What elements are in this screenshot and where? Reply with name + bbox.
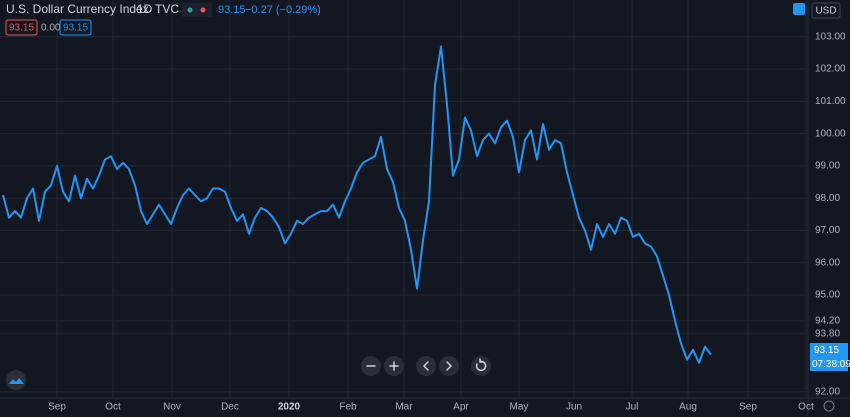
- x-tick-label: Sep: [48, 402, 66, 413]
- price-label: 93.15: [814, 345, 839, 356]
- icon: [422, 361, 429, 371]
- scroll-left[interactable]: [416, 356, 436, 376]
- icon: [475, 358, 487, 372]
- x-tick-label: Dec: [221, 402, 239, 413]
- icon: [446, 361, 453, 371]
- interval: 1D: [137, 2, 153, 16]
- y-tick-label: 103.00: [815, 31, 846, 42]
- y-tick-label: 100.00: [815, 128, 846, 139]
- ask-box: [59, 19, 92, 36]
- up-dot: [187, 7, 193, 13]
- x-tick-label: Apr: [453, 402, 469, 413]
- y-tick-label: 98.00: [815, 193, 840, 204]
- x-tick-label: May: [510, 402, 529, 413]
- compare-button[interactable]: [793, 3, 805, 15]
- ask: 93.15: [63, 23, 88, 34]
- y-tick-label: 96.00: [815, 257, 840, 268]
- logo: [9, 378, 24, 384]
- x-tick-label: 2020: [278, 402, 301, 413]
- price-label-box: [810, 343, 848, 357]
- y-tick-label: 102.00: [815, 64, 846, 75]
- price-change: −0.27 (−0.29%): [245, 4, 321, 16]
- y-tick-label: 99.00: [815, 161, 840, 172]
- scroll-right[interactable]: [439, 356, 459, 376]
- bid-box: [5, 19, 38, 36]
- grid: [0, 0, 808, 398]
- chart-title: U.S. Dollar Currency Index: [6, 2, 149, 16]
- y-tick-label: 93.80: [815, 328, 840, 339]
- icon: [389, 361, 399, 371]
- last-price: 93.15: [218, 4, 246, 16]
- price-line: [2, 45, 712, 364]
- x-tick-label: Jun: [566, 402, 582, 413]
- logo-button[interactable]: [6, 370, 26, 390]
- x-tick-label: Mar: [395, 402, 413, 413]
- zoom-controls: [361, 356, 491, 376]
- y-tick-label: 92.00: [815, 387, 840, 398]
- x-tick-label: Oct: [105, 402, 121, 413]
- bid: 93.15: [9, 23, 34, 34]
- x-tick-label: Nov: [163, 402, 181, 413]
- countdown: 07:38:09: [812, 359, 850, 370]
- currency-box[interactable]: [811, 2, 841, 19]
- countdown-box: [810, 357, 848, 371]
- x-tick-label: Jul: [626, 402, 639, 413]
- y-tick-label: 101.00: [815, 96, 846, 107]
- plot: [2, 45, 712, 364]
- y-tick-label: 94.20: [815, 315, 840, 326]
- x-tick-label: Feb: [339, 402, 357, 413]
- x-tick-label: Aug: [679, 402, 697, 413]
- currency: USD: [815, 6, 836, 17]
- x-tick-label: Sep: [739, 402, 757, 413]
- reset[interactable]: [471, 356, 491, 376]
- spread: 0.00: [41, 23, 61, 34]
- y-tick-label: 97.00: [815, 225, 840, 236]
- indicator-toggle[interactable]: [182, 3, 212, 17]
- settings-button[interactable]: [823, 400, 835, 412]
- source: TVC: [155, 2, 179, 16]
- x-tick-label: Oct: [798, 402, 814, 413]
- y-tick-label: 95.00: [815, 290, 840, 301]
- down-dot: [200, 7, 206, 13]
